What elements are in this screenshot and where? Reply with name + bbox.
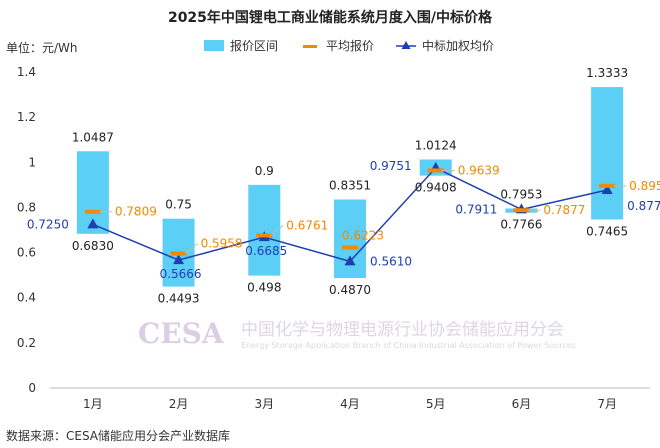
average-price-label: 0.9639 [458, 163, 500, 177]
y-tick-label: 0.8 [17, 200, 36, 214]
average-price-label: 0.6761 [286, 218, 328, 232]
range-low-label: 0.6830 [72, 239, 114, 253]
range-low-label: 0.4870 [329, 283, 371, 297]
y-tick-label: 0 [28, 381, 36, 395]
average-price-label: 0.7877 [543, 203, 585, 217]
range-high-label: 0.7953 [500, 187, 542, 201]
average-price-label: 0.7809 [115, 205, 157, 219]
average-price-label: 0.8957 [629, 179, 660, 193]
legend-swatch-triangle [401, 41, 411, 49]
x-tick-label: 6月 [512, 397, 532, 411]
y-axis: 0 0.2 0.4 0.6 0.8 1 1.2 1.4 [17, 65, 36, 395]
label-leader [269, 224, 284, 236]
winning-price-label: 0.8773 [627, 199, 660, 213]
watermark: CESA 中国化学与物理电源行业协会储能应用分会 Energy Storage … [138, 317, 576, 350]
range-high-label: 0.8351 [329, 179, 371, 193]
legend-label: 中标加权均价 [422, 38, 494, 53]
winning-price-label: 0.6685 [245, 244, 287, 258]
y-tick-label: 0.4 [17, 291, 36, 305]
x-tick-label: 1月 [83, 397, 103, 411]
average-price-mark [427, 168, 444, 173]
range-low-label: 0.7465 [586, 225, 628, 239]
winning-price-label: 0.7911 [455, 202, 497, 216]
winning-price-point [601, 183, 613, 194]
range-low-label: 0.9408 [415, 181, 457, 195]
winning-price-point [173, 254, 185, 265]
average-price-label: 0.5958 [201, 237, 243, 251]
range-high-label: 0.75 [165, 198, 192, 212]
range-bar [591, 87, 624, 220]
range-low-label: 0.4493 [158, 292, 200, 306]
chart-title: 2025年中国锂电工商业储能系统月度入围/中标价格 [168, 9, 493, 26]
legend: 报价区间 平均报价 中标加权均价 [204, 38, 494, 53]
x-tick-label: 5月 [426, 397, 446, 411]
range-bars [76, 87, 624, 287]
average-price-label: 0.6223 [342, 229, 384, 243]
average-price-mark [170, 251, 187, 256]
x-tick-label: 7月 [597, 397, 617, 411]
average-price-mark [599, 183, 616, 188]
average-price-mark [513, 208, 530, 213]
range-bar [248, 184, 281, 276]
y-tick-label: 0.6 [17, 246, 36, 260]
range-high-label: 1.0487 [72, 130, 114, 144]
watermark-logo: CESA [138, 317, 225, 350]
range-low-label: 0.7766 [500, 218, 542, 232]
winning-price-label: 0.5610 [370, 254, 412, 268]
watermark-org-en: Energy Storage Application Branch of Chi… [241, 341, 576, 350]
label-leader [184, 243, 198, 254]
range-high-label: 0.9 [255, 164, 274, 178]
winning-price-point [87, 218, 99, 229]
data-labels: 1.0487 0.6830 0.75 0.4493 0.9 0.498 0.8351 0.48… [27, 66, 660, 306]
x-axis: 1月 2月 3月 4月 5月 6月 7月 [50, 387, 650, 411]
legend-label: 报价区间 [230, 38, 278, 53]
winning-price-label: 0.9751 [370, 159, 412, 173]
y-tick-label: 1.2 [17, 110, 36, 124]
source-note: 数据来源：CESA储能应用分会产业数据库 [6, 428, 230, 443]
y-tick-label: 0.2 [17, 336, 36, 350]
y-tick-label: 1 [28, 155, 36, 169]
winning-price-label: 0.5666 [160, 267, 202, 281]
y-tick-label: 1.4 [17, 65, 36, 79]
winning-price-point [344, 255, 356, 266]
legend-swatch-range [204, 40, 224, 51]
average-price-mark [256, 233, 273, 238]
legend-label: 平均报价 [326, 38, 374, 53]
average-price-mark [342, 245, 358, 250]
watermark-org-cn: 中国化学与物理电源行业协会储能应用分会 [241, 320, 564, 340]
range-low-label: 0.498 [247, 281, 281, 295]
unit-label: 单位：元/Wh [6, 40, 78, 55]
average-price-marks [84, 168, 616, 256]
x-tick-label: 2月 [169, 397, 189, 411]
average-price-mark [84, 209, 101, 214]
range-high-label: 1.0124 [415, 138, 457, 152]
legend-swatch-average [303, 45, 318, 48]
x-tick-label: 4月 [340, 397, 360, 411]
x-tick-label: 3月 [254, 397, 274, 411]
range-high-label: 1.3333 [586, 66, 628, 80]
winning-price-label: 0.7250 [27, 217, 69, 231]
